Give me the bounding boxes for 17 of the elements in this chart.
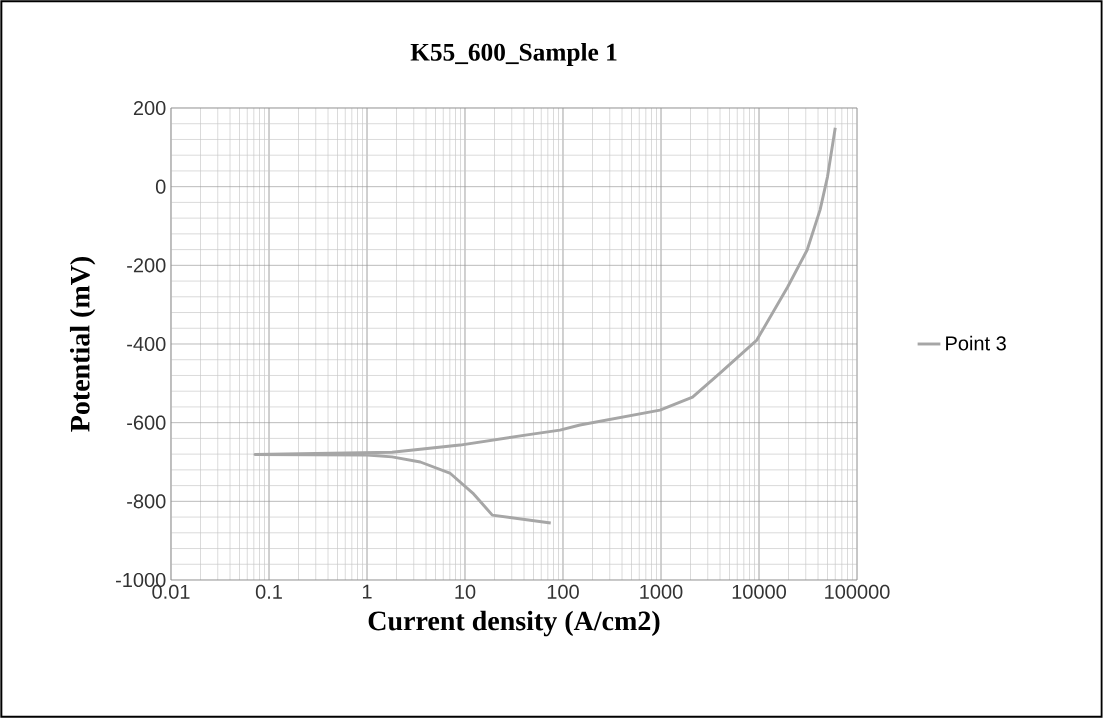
- x-tick-label: 10: [455, 584, 476, 599]
- y-tick-label: -200: [127, 258, 166, 273]
- legend-label: Point 3: [946, 335, 1006, 351]
- x-tick-label: 100: [547, 584, 579, 599]
- y-tick-label: -400: [127, 336, 166, 352]
- x-tick-label: 100000: [825, 584, 890, 599]
- x-tick-label: 1000: [640, 584, 683, 599]
- chart-title: K55_600_Sample 1: [410, 42, 617, 66]
- y-tick-label: 200: [133, 100, 166, 116]
- x-tick-label: 0.1: [255, 584, 282, 599]
- x-axis-title: Current density (A/cm2): [368, 610, 660, 637]
- y-axis-title: Potential (mV): [69, 256, 96, 432]
- x-tick-label: 1: [362, 584, 372, 599]
- y-tick-label: 0: [155, 179, 166, 194]
- y-tick-label: -800: [127, 494, 166, 509]
- y-tick-label: -600: [127, 415, 166, 430]
- x-tick-label: 10000: [732, 584, 786, 599]
